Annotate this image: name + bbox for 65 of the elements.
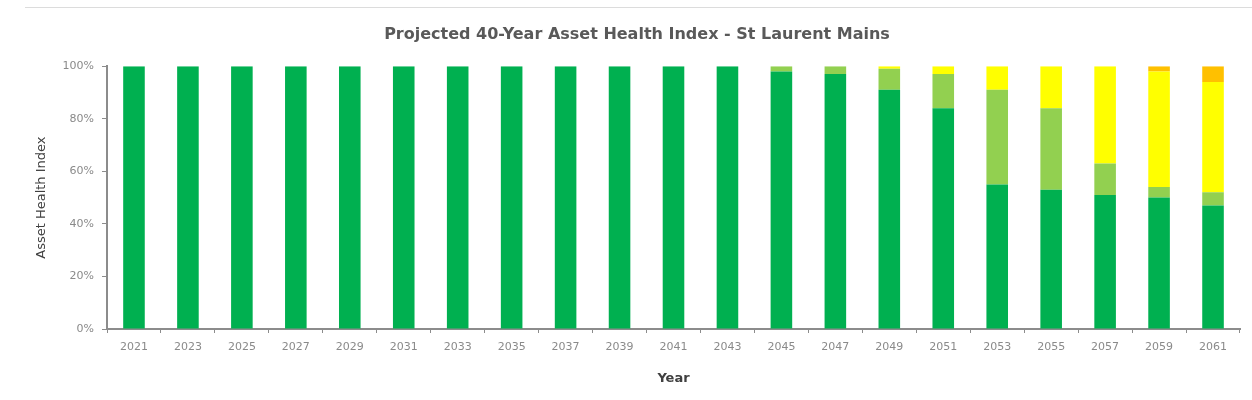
bar	[716, 66, 739, 329]
x-axis-title: Year	[656, 369, 691, 385]
bar	[1202, 192, 1224, 206]
bar	[231, 66, 253, 329]
x-tick-label: 2031	[389, 340, 418, 354]
x-tick-label: 2041	[659, 340, 688, 354]
y-tick-label: 20%	[69, 269, 94, 283]
bar	[662, 66, 685, 329]
bar	[1148, 187, 1170, 198]
bar	[878, 68, 901, 90]
bar	[1040, 189, 1062, 329]
bar	[446, 66, 469, 329]
x-tick-label: 2053	[983, 340, 1012, 354]
bar	[1094, 194, 1116, 329]
x-tick-label: 2029	[335, 340, 364, 354]
bar	[878, 89, 901, 329]
y-tick-label: 60%	[69, 164, 94, 178]
bar	[500, 66, 523, 329]
bar	[1202, 205, 1224, 329]
x-tick-label: 2023	[173, 340, 202, 354]
bar	[932, 108, 955, 329]
x-tick-label: 2047	[821, 340, 850, 354]
bar	[986, 66, 1009, 90]
y-tick-label: 0%	[76, 321, 94, 335]
x-tick-label: 2057	[1091, 340, 1120, 354]
bar	[1202, 66, 1224, 82]
bar	[554, 66, 577, 329]
y-axis-title: Asset Health Index	[33, 136, 49, 259]
bar	[1094, 163, 1116, 195]
bar	[770, 71, 793, 329]
bar	[986, 184, 1009, 329]
bar	[1040, 108, 1062, 190]
x-tick-label: 2025	[227, 340, 256, 354]
x-tick-label: 2045	[767, 340, 796, 354]
x-tick-label: 2061	[1199, 340, 1228, 354]
y-tick-label: 80%	[69, 111, 94, 125]
bar	[824, 74, 847, 329]
x-tick-label: 2043	[713, 340, 742, 354]
x-tick-label: 2037	[551, 340, 580, 354]
x-tick-label: 2035	[497, 340, 526, 354]
bar	[932, 74, 955, 109]
bar	[285, 66, 307, 329]
bar	[392, 66, 415, 329]
x-tick-label: 2039	[605, 340, 634, 354]
chart-title: Projected 40-Year Asset Health Index - St Laurent Mains	[384, 23, 890, 43]
bar	[608, 66, 631, 329]
bar	[1148, 71, 1170, 188]
bar	[986, 89, 1009, 185]
y-tick-label: 100%	[62, 59, 94, 73]
bar	[1202, 81, 1224, 193]
bar	[339, 66, 361, 329]
bar	[123, 66, 145, 329]
bar	[1040, 66, 1062, 109]
x-tick-label: 2021	[119, 340, 148, 354]
y-tick-label: 40%	[69, 216, 94, 230]
bar	[177, 66, 199, 329]
bar	[1094, 66, 1116, 164]
x-tick-label: 2055	[1037, 340, 1066, 354]
x-tick-label: 2049	[875, 340, 904, 354]
x-tick-label: 2027	[281, 340, 310, 354]
x-tick-label: 2033	[443, 340, 472, 354]
x-tick-label: 2059	[1145, 340, 1174, 354]
x-tick-label: 2051	[929, 340, 958, 354]
bar	[932, 66, 955, 75]
bar	[1148, 197, 1170, 329]
